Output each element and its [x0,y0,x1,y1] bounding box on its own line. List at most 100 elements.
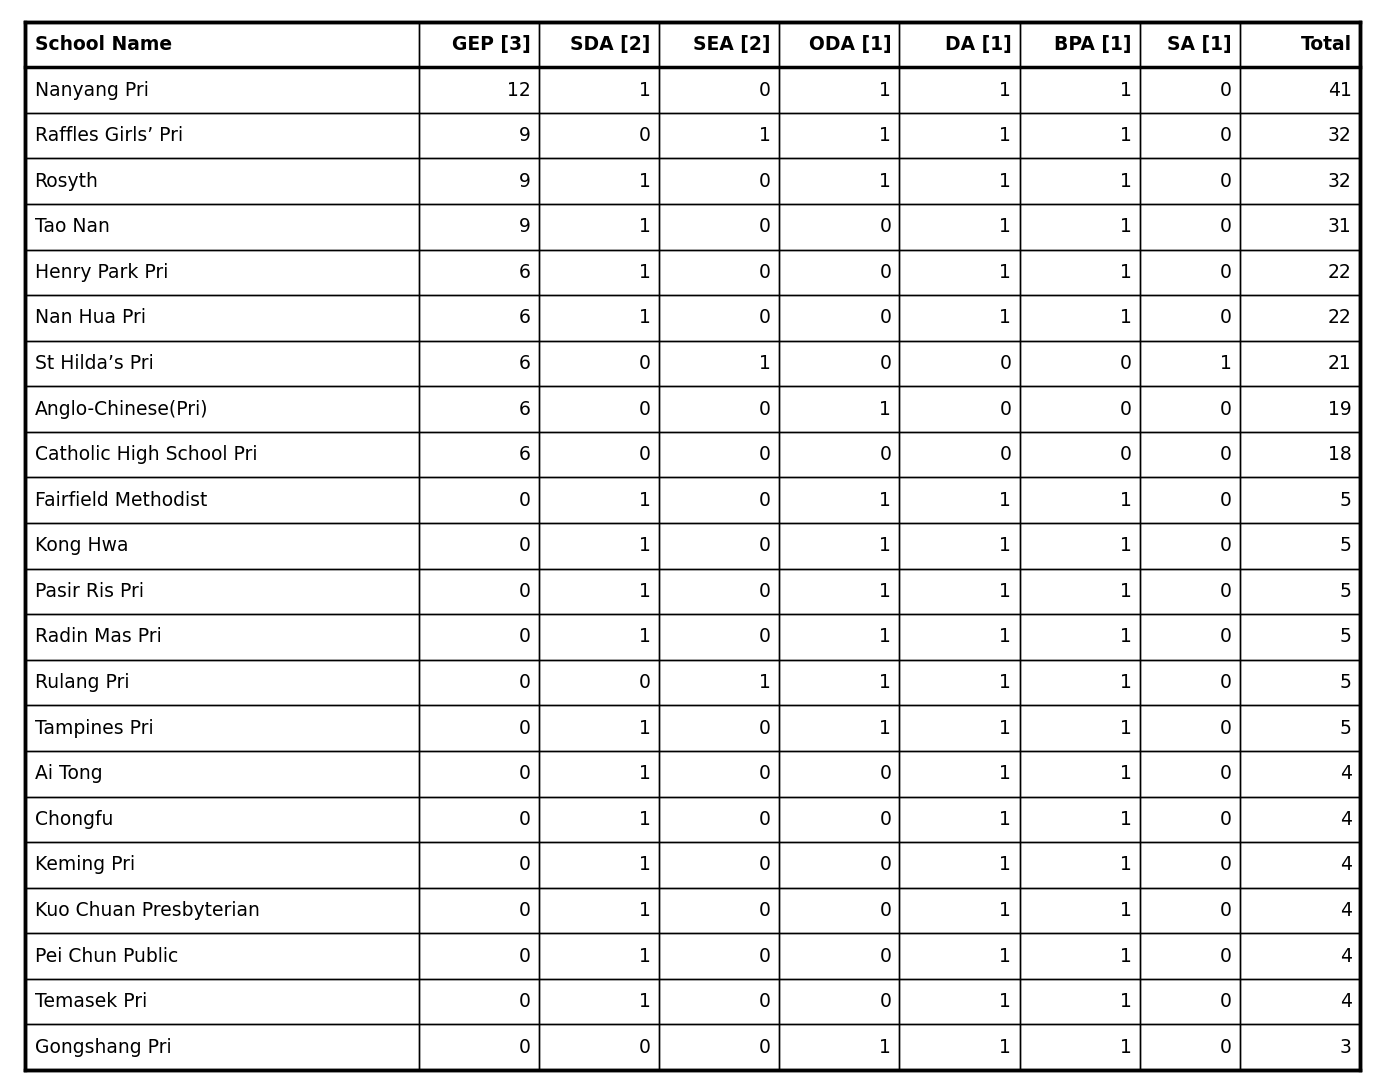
Text: 9: 9 [519,172,530,191]
Text: 1: 1 [1000,491,1011,510]
Text: 4: 4 [1339,901,1352,919]
Bar [899,67,1019,113]
Bar [539,796,659,843]
Bar [418,523,539,569]
Bar [539,67,659,113]
Text: 1: 1 [638,263,651,282]
Bar [539,979,659,1025]
Bar [899,751,1019,796]
Text: 1: 1 [759,126,771,145]
Bar [780,296,899,341]
Bar [899,843,1019,888]
Bar [1140,569,1240,614]
Bar [780,843,899,888]
Bar [25,113,418,158]
Bar [1019,1025,1140,1070]
Bar [1019,22,1140,67]
Bar [539,934,659,979]
Bar [659,796,780,843]
Text: 9: 9 [519,218,530,236]
Bar [539,979,659,1025]
Bar [899,22,1019,67]
Bar [1140,22,1240,67]
Text: 1: 1 [638,719,651,738]
Text: 0: 0 [759,172,771,191]
Bar [1019,67,1140,113]
Text: 0: 0 [638,1038,651,1057]
Bar [1140,341,1240,387]
Text: 1: 1 [1000,263,1011,282]
Bar [539,478,659,523]
Bar [418,113,539,158]
Bar [1019,843,1140,888]
Bar [539,843,659,888]
Text: 0: 0 [1000,354,1011,373]
Bar [25,660,418,705]
Bar [1019,432,1140,478]
Bar [659,705,780,751]
Text: Chongfu: Chongfu [35,810,114,828]
Bar [899,478,1019,523]
Bar [780,432,899,478]
Text: Ai Tong: Ai Tong [35,765,102,783]
Bar [418,705,539,751]
Bar [1019,249,1140,296]
Bar [1240,204,1360,249]
Text: 1: 1 [879,491,891,510]
Bar [1240,478,1360,523]
Text: Tao Nan: Tao Nan [35,218,109,236]
Bar [418,341,539,387]
Bar [418,249,539,296]
Text: 0: 0 [1220,901,1231,919]
Bar [780,569,899,614]
Bar [25,341,418,387]
Bar [25,523,418,569]
Bar [25,478,418,523]
Bar [1019,934,1140,979]
Bar [780,614,899,660]
Text: 1: 1 [1119,765,1132,783]
Bar [25,387,418,432]
Text: 0: 0 [879,445,891,465]
Bar [659,158,780,204]
Bar [1140,660,1240,705]
Text: 5: 5 [1339,627,1352,647]
Text: 1: 1 [879,80,891,100]
Text: 0: 0 [519,627,530,647]
Bar [659,1025,780,1070]
Text: 0: 0 [1220,719,1231,738]
Text: 32: 32 [1328,172,1352,191]
Bar [25,888,418,934]
Text: 0: 0 [1220,491,1231,510]
Bar [1140,979,1240,1025]
Bar [780,158,899,204]
Text: BPA [1]: BPA [1] [1054,35,1132,54]
Text: 0: 0 [519,810,530,828]
Text: 22: 22 [1328,309,1352,327]
Bar [539,249,659,296]
Text: 1: 1 [879,1038,891,1057]
Bar [418,934,539,979]
Bar [1019,660,1140,705]
Bar [1140,614,1240,660]
Bar [539,341,659,387]
Bar [1140,523,1240,569]
Text: 4: 4 [1339,765,1352,783]
Text: 0: 0 [1220,536,1231,556]
Bar [418,22,539,67]
Text: Pei Chun Public: Pei Chun Public [35,947,177,966]
Bar [1140,1025,1240,1070]
Bar [25,569,418,614]
Text: Gongshang Pri: Gongshang Pri [35,1038,172,1057]
Text: 4: 4 [1339,856,1352,874]
Text: 1: 1 [1000,992,1011,1012]
Text: 0: 0 [879,901,891,919]
Bar [539,204,659,249]
Text: 0: 0 [879,992,891,1012]
Text: 0: 0 [759,901,771,919]
Text: 0: 0 [1220,80,1231,100]
Bar [1019,249,1140,296]
Bar [25,249,418,296]
Bar [25,158,418,204]
Bar [899,204,1019,249]
